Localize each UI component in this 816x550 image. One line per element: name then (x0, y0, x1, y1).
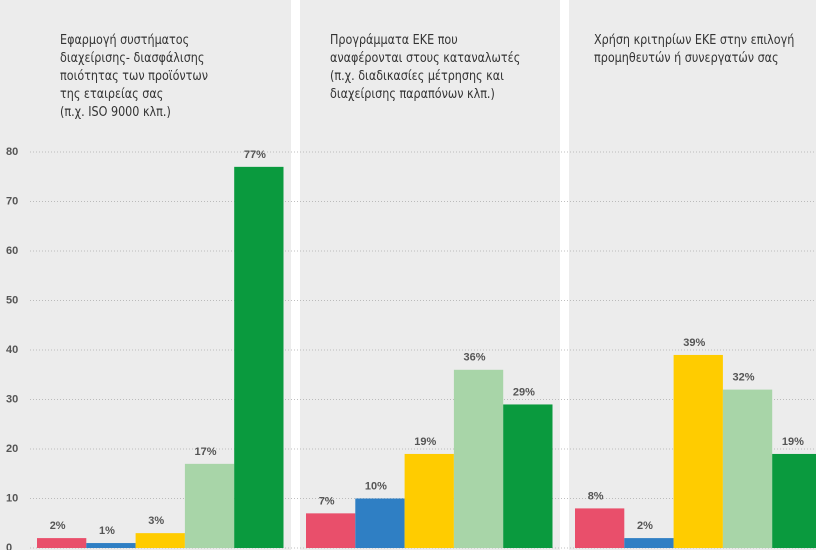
bar (575, 508, 625, 548)
y-tick-label: 70 (6, 195, 18, 207)
bar (86, 543, 136, 548)
bar (673, 354, 723, 548)
y-tick-label: 0 (6, 542, 12, 550)
y-tick-label: 20 (6, 443, 18, 455)
bar (37, 538, 87, 548)
data-label: 19% (414, 436, 436, 448)
bar (404, 453, 454, 548)
bar (722, 389, 773, 548)
data-label: 7% (319, 495, 335, 507)
data-label: 17% (195, 446, 217, 458)
data-label: 3% (148, 515, 164, 527)
bar (772, 453, 816, 548)
y-tick-label: 80 (6, 146, 18, 158)
y-tick-label: 50 (6, 294, 18, 306)
data-label: 32% (733, 372, 755, 384)
data-label: 10% (365, 480, 387, 492)
y-tick-label: 60 (6, 245, 18, 257)
bar (355, 498, 405, 548)
data-label: 8% (588, 490, 604, 502)
panel-title: Προγράμματα ΕΚΕ που αναφέρονται στους κα… (330, 33, 521, 102)
data-label: 39% (683, 337, 705, 349)
data-label: 2% (637, 520, 653, 532)
y-tick-label: 30 (6, 393, 18, 405)
data-label: 2% (50, 520, 66, 532)
bar (135, 533, 185, 548)
y-tick-label: 40 (6, 344, 18, 356)
data-label: 36% (464, 352, 486, 364)
bar (624, 538, 674, 548)
panel-title: Εφαρμογή συστήματος διαχείρισης- διασφάλ… (60, 33, 209, 120)
bar (503, 404, 553, 548)
y-tick-label: 10 (6, 492, 18, 504)
data-label: 77% (244, 149, 266, 161)
bar (234, 166, 284, 548)
bar (184, 463, 235, 548)
bar (306, 513, 356, 548)
bar (453, 369, 504, 548)
panel-title: Χρήση κριτηρίων ΕΚΕ στην επιλογή προμηθε… (594, 33, 795, 66)
data-label: 29% (513, 386, 535, 398)
data-label: 19% (782, 436, 804, 448)
data-label: 1% (99, 525, 115, 537)
